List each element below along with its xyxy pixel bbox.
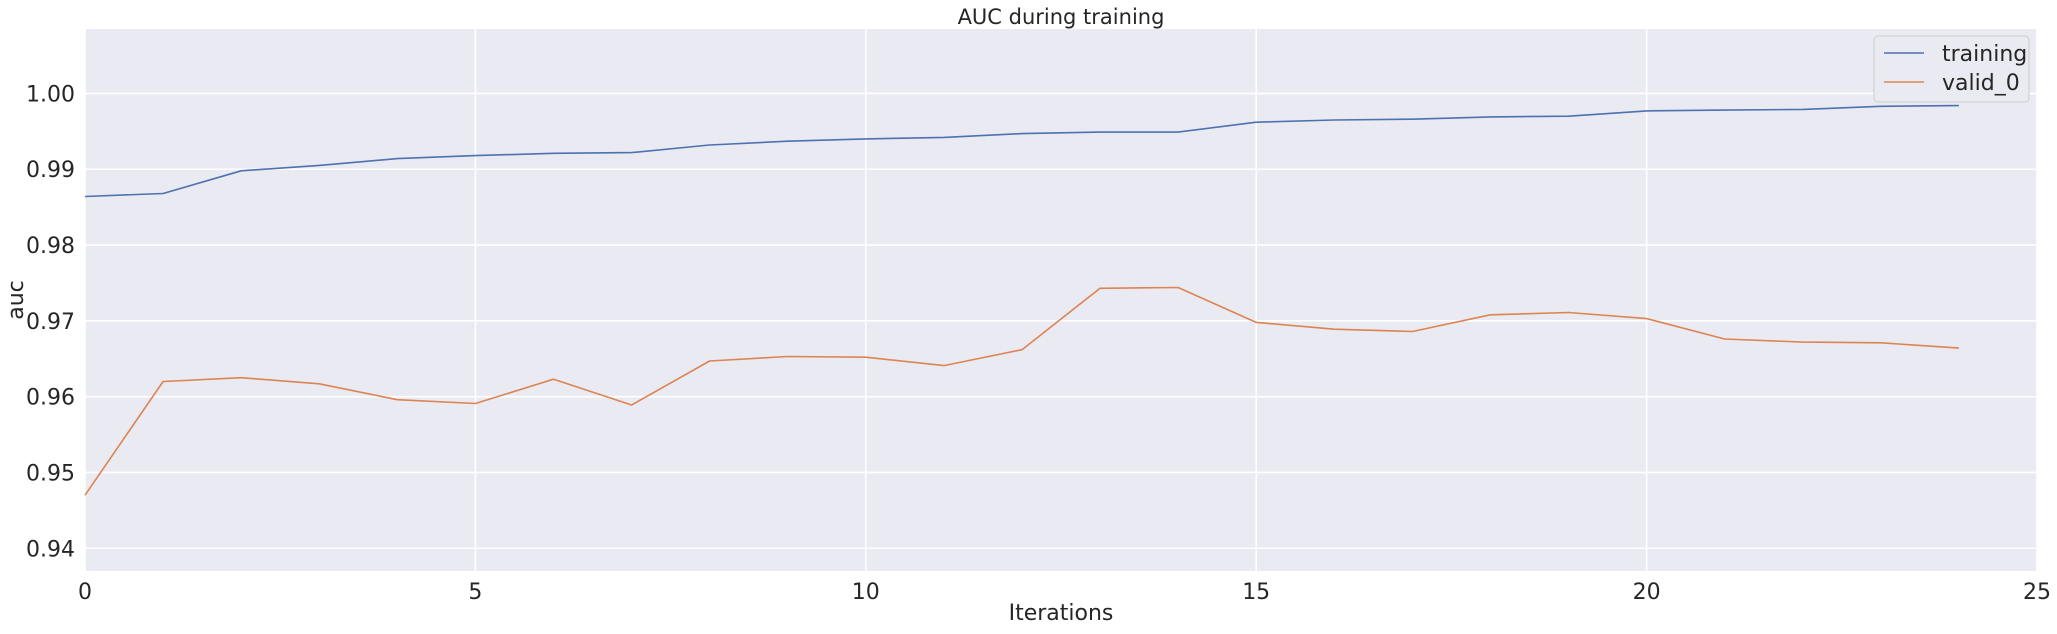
y-tick-label: 1.00 [26,82,75,107]
y-axis-label: auc [4,280,29,320]
x-tick-label: 10 [852,580,880,605]
y-tick-labels: 0.94 0.95 0.96 0.97 0.98 0.99 1.00 [26,82,75,562]
y-tick-label: 0.98 [26,234,75,259]
legend: training valid_0 [1873,35,2030,103]
x-tick-label: 0 [78,580,92,605]
y-tick-label: 0.99 [26,158,75,183]
series-lines [84,104,1959,496]
series-line-training [84,104,1959,198]
x-tick-label: 20 [1633,580,1661,605]
x-tick-label: 25 [2023,580,2051,605]
legend-label-valid_0: valid_0 [1942,71,2020,96]
y-tick-label: 0.96 [26,386,75,411]
x-tick-label: 15 [1242,580,1270,605]
legend-label-training: training [1942,42,2027,67]
plot-background [85,29,2037,571]
y-tick-label: 0.97 [26,310,75,335]
y-tick-label: 0.95 [26,461,75,486]
x-tick-label: 5 [468,580,482,605]
x-tick-labels: 0 5 10 15 20 25 [78,580,2051,605]
x-axis-label: Iterations [1009,601,1114,626]
series-line-valid_0 [84,286,1959,496]
chart-title: AUC during training [958,5,1165,29]
y-tick-label: 0.94 [26,537,75,562]
grid [84,29,2038,571]
